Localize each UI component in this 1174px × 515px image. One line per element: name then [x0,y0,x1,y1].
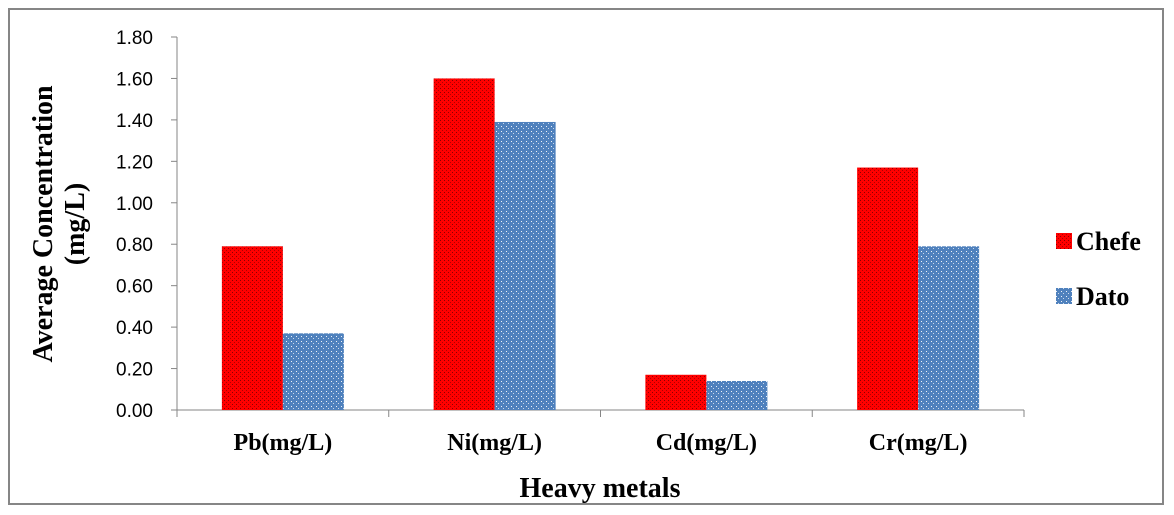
category-labels: Pb(mg/L) Ni(mg/L) Cd(mg/L) Cr(mg/L) [234,430,968,456]
legend-label-dato: Dato [1076,282,1129,311]
legend-swatch-dato [1056,288,1072,304]
bar-chefe-cr-mg-l [857,167,919,410]
y-tick-label: 0.60 [116,277,153,298]
y-tick-label: 0.00 [116,401,153,422]
bar-chefe-cd-mg-l [645,374,707,410]
y-tick-label: 1.20 [116,152,153,173]
legend-label-chefe: Chefe [1076,227,1141,256]
y-tick-label: 1.00 [116,194,153,215]
x-tick-label: Ni(mg/L) [447,430,542,456]
y-axis-title-line-1: Average Concentration [28,85,59,363]
y-tick-label: 1.40 [116,111,153,132]
bar-dato-cr-mg-l [918,246,980,410]
x-tick-label: Cd(mg/L) [656,430,757,456]
y-tick-label: 0.80 [116,235,153,256]
x-axis [176,409,1025,417]
bar-chefe-pb-mg-l [221,246,283,410]
bar-dato-pb-mg-l [282,333,344,410]
y-axis-title: Average Concentration (mg/L) [28,85,91,363]
y-tick-label: 1.80 [116,28,153,49]
y-tick-label: 0.20 [116,360,153,381]
bars [221,78,980,410]
y-tick-label: 1.60 [116,69,153,90]
bar-dato-cd-mg-l [706,380,768,410]
y-axis: 0.00 0.20 0.40 0.60 0.80 1.00 1.20 1.40 1.60 1.80 [116,28,178,422]
bar-dato-ni-mg-l [494,121,556,410]
y-tick-label: 0.40 [116,318,153,339]
y-axis-title-line-2: (mg/L) [60,183,91,265]
x-tick-label: Cr(mg/L) [869,430,968,456]
legend-swatch-chefe [1056,233,1072,249]
bar-chefe-ni-mg-l [433,78,495,410]
legend: Chefe Dato [1056,227,1141,311]
x-axis-title: Heavy metals [520,473,681,504]
x-tick-label: Pb(mg/L) [234,430,333,456]
